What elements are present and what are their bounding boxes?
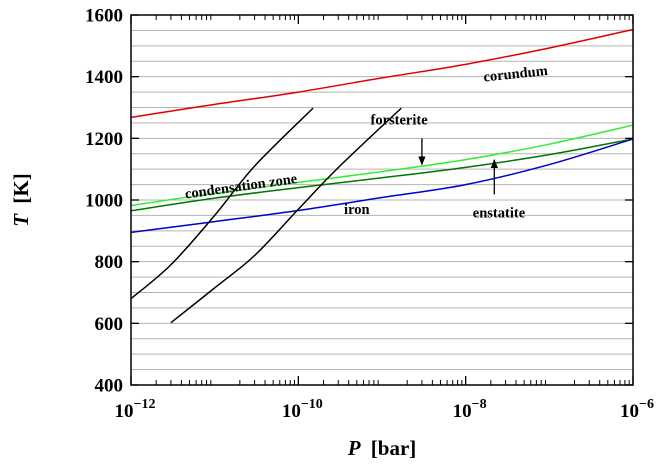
- arrow-group: [418, 138, 498, 195]
- x-axis-variable: P: [347, 436, 361, 460]
- y-tick-label-1400: 1400: [85, 67, 123, 88]
- label-forsterite: forsterite: [370, 112, 428, 128]
- x-tick-label-base: 10: [115, 401, 134, 422]
- x-tick-label-exponent: −8: [472, 397, 487, 412]
- y-tick-label-1600: 1600: [85, 6, 123, 27]
- y-tick-label-600: 600: [95, 314, 124, 335]
- x-axis-unit: [bar]: [371, 436, 417, 460]
- series-line-corundum: [130, 28, 634, 119]
- curve-labels: corundum forsterite condensation zone iron e…: [184, 63, 549, 222]
- series-line-iron: [130, 138, 634, 234]
- series-group: [130, 28, 634, 324]
- label-enstatite: enstatite: [473, 206, 526, 222]
- y-axis-unit: [K]: [9, 173, 33, 203]
- x-tick-label-exponent: −10: [301, 397, 323, 412]
- x-tick-label-base: 10: [282, 401, 301, 422]
- label-condensation-zone: condensation zone: [184, 171, 299, 203]
- series-line-forsterite: [130, 124, 634, 207]
- label-corundum: corundum: [483, 63, 549, 86]
- series-line-condensation-zone-right: [170, 107, 402, 324]
- x-tick-label-base: 10: [453, 401, 472, 422]
- x-tick-label-3: 10−6: [620, 397, 654, 422]
- x-axis-title: P [bar]: [347, 436, 417, 460]
- y-axis-title: T [K]: [9, 173, 33, 226]
- label-iron: iron: [344, 202, 370, 218]
- y-tick-label-1000: 1000: [85, 191, 123, 212]
- y-tick-label-400: 400: [95, 376, 124, 397]
- x-tick-label-exponent: −12: [134, 397, 156, 412]
- y-tick-label-1200: 1200: [85, 129, 123, 150]
- y-axis-variable: T: [9, 213, 33, 227]
- series-line-enstatite: [130, 138, 634, 212]
- x-tick-label-2: 10−8: [453, 397, 487, 422]
- y-tick-label-800: 800: [95, 252, 124, 273]
- x-tick-label-base: 10: [620, 401, 639, 422]
- series-line-condensation-zone-left: [130, 107, 314, 300]
- x-tick-label-1: 10−10: [282, 397, 323, 422]
- x-tick-label-0: 10−12: [115, 397, 156, 422]
- x-tick-label-exponent: −6: [639, 397, 654, 412]
